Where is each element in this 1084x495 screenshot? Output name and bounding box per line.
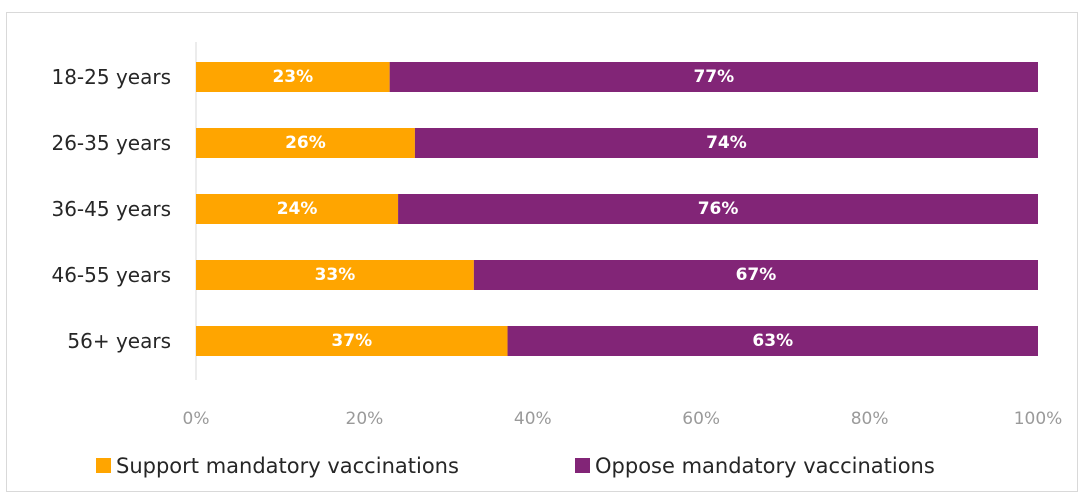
x-tick-label: 60% [682, 409, 720, 429]
support-data-label: 26% [285, 133, 326, 153]
category-label: 56+ years [67, 329, 171, 353]
oppose-data-label: 67% [736, 265, 777, 285]
legend-label: Oppose mandatory vaccinations [595, 454, 935, 478]
oppose-bar [473, 260, 1038, 290]
oppose-data-label: 77% [693, 67, 734, 87]
oppose-bar [507, 326, 1038, 356]
oppose-data-label: 63% [752, 331, 793, 351]
legend-swatch [96, 458, 111, 473]
legend: Support mandatory vaccinations Oppose man… [96, 454, 935, 478]
category-labels: 18-25 years 26-35 years 36-45 years 46-55 y… [51, 65, 171, 353]
oppose-data-label: 76% [698, 199, 739, 219]
category-label: 36-45 years [51, 197, 171, 221]
bars-layer: 23% 77% 26% 74% 24% 76% 33% 67% 37% 63% [196, 62, 1039, 356]
oppose-bar [389, 62, 1038, 92]
support-bar [196, 128, 415, 158]
category-label: 26-35 years [51, 131, 171, 155]
oppose-bar [414, 128, 1038, 158]
x-axis-tick-labels: 0% 20% 40% 60% 80% 100% [183, 409, 1063, 429]
support-data-label: 23% [272, 67, 313, 87]
category-label: 18-25 years [51, 65, 171, 89]
support-bar [196, 194, 399, 224]
support-bar [196, 326, 508, 356]
support-data-label: 33% [315, 265, 356, 285]
x-tick-label: 0% [183, 409, 210, 429]
x-tick-label: 100% [1014, 409, 1063, 429]
x-tick-label: 80% [851, 409, 889, 429]
oppose-bar [398, 194, 1039, 224]
support-data-label: 24% [277, 199, 318, 219]
x-tick-label: 40% [514, 409, 552, 429]
support-data-label: 37% [331, 331, 372, 351]
support-bar [196, 260, 474, 290]
oppose-data-label: 74% [706, 133, 747, 153]
category-label: 46-55 years [51, 263, 171, 287]
support-bar [196, 62, 390, 92]
legend-label: Support mandatory vaccinations [116, 454, 459, 478]
legend-swatch [575, 458, 590, 473]
x-tick-label: 20% [346, 409, 384, 429]
